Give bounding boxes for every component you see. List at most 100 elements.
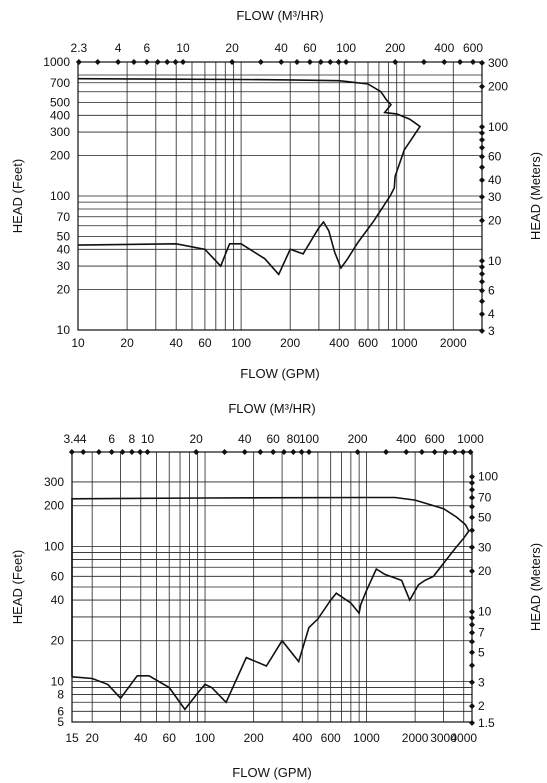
right-tick-label: 30 xyxy=(488,190,502,204)
performance-curve xyxy=(77,77,422,276)
right-axis-marker xyxy=(469,679,475,686)
right-axis-marker xyxy=(469,503,475,510)
top-axis-marker xyxy=(467,449,474,455)
top-tick-label: 200 xyxy=(385,41,405,55)
right-tick-label: 40 xyxy=(488,173,502,187)
right-axis-title: HEAD (Meters) xyxy=(528,543,543,631)
right-axis-marker xyxy=(479,298,485,305)
x-tick-label: 3000 xyxy=(430,731,457,745)
top-axis-marker xyxy=(343,59,350,65)
right-tick-label: 2 xyxy=(478,699,485,713)
y-tick-label: 20 xyxy=(51,634,65,648)
right-axis-marker xyxy=(469,494,475,501)
right-axis-marker xyxy=(479,153,485,160)
x-tick-label: 600 xyxy=(321,731,341,745)
top-axis-marker xyxy=(293,59,300,65)
x-tick-label: 20 xyxy=(85,731,99,745)
right-tick-label: 10 xyxy=(488,254,502,268)
top-tick-label: 400 xyxy=(396,432,416,446)
right-axis-marker xyxy=(469,629,475,636)
right-axis-marker xyxy=(479,136,485,143)
top-axis-marker xyxy=(154,59,161,65)
top-axis-marker xyxy=(193,449,200,455)
top-axis-marker xyxy=(137,449,144,455)
top-axis-marker xyxy=(335,59,342,65)
x-tick-label: 400 xyxy=(329,336,349,350)
right-axis-title: HEAD (Meters) xyxy=(528,152,543,240)
top-axis-title: FLOW (M³/HR) xyxy=(228,401,315,416)
top-axis-marker xyxy=(172,59,179,65)
top-axis-marker xyxy=(143,59,150,65)
right-axis-marker xyxy=(469,662,475,669)
top-tick-label: 200 xyxy=(348,432,368,446)
y-tick-label: 30 xyxy=(57,259,71,273)
right-axis-marker xyxy=(479,129,485,136)
right-tick-label: 5 xyxy=(478,645,485,659)
y-tick-label: 100 xyxy=(44,539,64,553)
x-tick-label: 40 xyxy=(170,336,184,350)
top-axis-marker xyxy=(418,449,425,455)
top-axis-marker xyxy=(278,59,285,65)
y-tick-label: 300 xyxy=(44,475,64,489)
x-tick-label: 1000 xyxy=(391,336,418,350)
x-tick-label: 15 xyxy=(65,731,79,745)
top-tick-label: 20 xyxy=(225,41,239,55)
y-tick-label: 8 xyxy=(57,687,64,701)
top-tick-label: 6 xyxy=(108,432,115,446)
right-tick-label: 6 xyxy=(488,284,495,298)
right-axis-marker xyxy=(469,703,475,710)
right-tick-label: 60 xyxy=(488,150,502,164)
chart-bottom: 15 20 40 60 100 200 400 600 1000 2000 300040005681… xyxy=(10,401,543,780)
top-axis-marker xyxy=(75,59,82,65)
x-tick-label: 20 xyxy=(120,336,134,350)
right-axis-marker xyxy=(469,649,475,656)
top-axis-marker xyxy=(280,449,287,455)
y-tick-label: 60 xyxy=(51,569,65,583)
x-tick-label: 100 xyxy=(195,731,215,745)
x-tick-label: 200 xyxy=(244,731,264,745)
right-axis-marker xyxy=(469,544,475,551)
top-axis-marker xyxy=(241,449,248,455)
top-axis-marker xyxy=(68,449,75,455)
top-axis-marker xyxy=(451,449,458,455)
top-axis-marker xyxy=(80,449,87,455)
right-axis-marker xyxy=(469,621,475,628)
right-tick-label: 50 xyxy=(478,510,492,524)
top-axis-marker xyxy=(306,59,313,65)
right-tick-label: 300 xyxy=(488,56,508,70)
right-tick-label: 200 xyxy=(488,80,508,94)
top-axis-marker xyxy=(298,449,305,455)
y-tick-label: 300 xyxy=(50,125,70,139)
y-tick-label: 200 xyxy=(50,149,70,163)
y-tick-label: 50 xyxy=(57,229,71,243)
right-axis-marker xyxy=(479,287,485,294)
right-axis-marker xyxy=(469,568,475,575)
top-axis-marker xyxy=(317,59,324,65)
x-tick-label: 1000 xyxy=(353,731,380,745)
chart-top: 10 20 40 60 100 200 400 600 1000 2000102030405070… xyxy=(10,8,543,381)
x-tick-label: 2000 xyxy=(402,731,429,745)
y-tick-label: 10 xyxy=(51,674,65,688)
top-tick-label: 40 xyxy=(238,432,252,446)
y-tick-label: 200 xyxy=(44,499,64,513)
right-axis-marker xyxy=(469,473,475,480)
x-tick-label: 4000 xyxy=(450,731,477,745)
top-tick-label: 40 xyxy=(275,41,289,55)
top-axis-marker xyxy=(403,449,410,455)
y-tick-label: 1000 xyxy=(43,55,70,69)
top-axis-marker xyxy=(431,449,438,455)
x-tick-label: 2000 xyxy=(440,336,467,350)
top-axis-marker xyxy=(327,59,334,65)
right-axis-marker xyxy=(469,479,475,486)
top-tick-label: 20 xyxy=(189,432,203,446)
y-tick-label: 40 xyxy=(51,593,65,607)
right-tick-label: 20 xyxy=(488,214,502,228)
right-axis-marker xyxy=(479,217,485,224)
top-axis-marker xyxy=(442,449,449,455)
top-tick-label: 600 xyxy=(425,432,445,446)
top-axis-marker xyxy=(469,59,476,65)
right-axis-marker xyxy=(479,123,485,130)
top-tick-label: 400 xyxy=(434,41,454,55)
bottom-axis-title: FLOW (GPM) xyxy=(232,765,311,780)
